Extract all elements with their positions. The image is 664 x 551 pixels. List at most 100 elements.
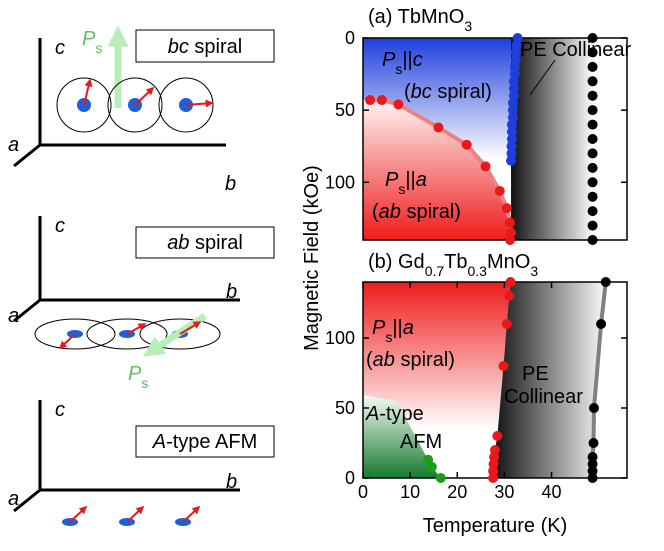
data-point (510, 47, 521, 58)
annotation: A-type (365, 403, 424, 425)
axis-label: b (226, 471, 237, 493)
data-point (587, 61, 598, 72)
data-point (506, 148, 517, 159)
y-axis-label: Magnetic Field (kOe) (301, 165, 323, 351)
spin (58, 333, 76, 350)
data-point (587, 162, 598, 173)
data-point (501, 319, 512, 329)
data-point (589, 403, 599, 413)
data-point (587, 47, 598, 58)
axis (13, 298, 41, 323)
data-point (504, 291, 515, 301)
data-point (488, 473, 499, 483)
y-tick-label: 0 (345, 468, 355, 488)
data-point (506, 141, 517, 152)
label-box (135, 226, 275, 259)
axis-label: a (8, 488, 19, 510)
data-point (587, 90, 598, 101)
plot-frame (362, 37, 628, 241)
spin-circle (107, 77, 163, 133)
phase-region (363, 395, 441, 478)
data-point (587, 452, 598, 462)
y-tick-label: 50 (335, 398, 355, 418)
annotation: Ps||a (372, 317, 414, 345)
spin (83, 78, 93, 106)
spin-ellipse (86, 318, 168, 350)
panel-title: (a) TbMnO3 (368, 6, 472, 34)
axis-label: c (55, 215, 65, 237)
data-point (490, 445, 500, 455)
data-point (587, 459, 598, 469)
spin (126, 505, 145, 523)
data-point (426, 461, 437, 472)
axis-label: c (55, 37, 65, 59)
diagram-afm: c a b A-type AFM (8, 399, 275, 526)
data-point (508, 76, 519, 87)
data-point (587, 148, 598, 159)
axis (13, 488, 41, 513)
spin (134, 86, 155, 106)
phase-region (363, 100, 512, 240)
data-point (461, 139, 472, 150)
data-point (505, 235, 516, 245)
data-point (505, 217, 516, 228)
data-point (376, 95, 387, 106)
data-point (509, 61, 520, 72)
data-point (507, 97, 518, 108)
data-point (587, 206, 598, 217)
data-point (492, 431, 503, 441)
spin-ellipse (34, 318, 116, 350)
data-point (433, 122, 444, 133)
panel-title: (b) Gd0.7Tb0.3MnO3 (368, 251, 538, 279)
y-tick-label: 100 (325, 328, 355, 348)
polarization-label: Ps (82, 28, 102, 56)
diagram-label: bc spiral (168, 36, 242, 58)
data-point (498, 361, 509, 371)
data-point (505, 277, 516, 287)
data-point (506, 134, 517, 144)
axis-label: a (8, 305, 19, 327)
y-tick-label: 100 (325, 172, 355, 192)
axis-label: b (226, 281, 237, 303)
annotation: (bc spiral) (404, 81, 492, 103)
x-tick-label: 20 (447, 482, 467, 502)
phase-region (493, 282, 606, 478)
data-point (587, 220, 598, 231)
diagram-bc: c a b Ps bc spiral (8, 25, 275, 195)
annotation: PE Collinear (520, 39, 632, 61)
data-point (587, 466, 598, 476)
diagram-label: A-type AFM (152, 431, 257, 453)
axis (13, 143, 41, 168)
data-point (587, 119, 598, 130)
data-point (365, 95, 376, 106)
label-box (135, 29, 275, 63)
data-point (596, 319, 607, 329)
marks: 0 50 100 0 50 100 0 10 20 30 40 (325, 28, 628, 502)
spin (126, 323, 147, 335)
spin (179, 321, 202, 335)
data-point (587, 191, 598, 202)
data-point (600, 277, 611, 287)
annotation: (ab spiral) (366, 349, 455, 371)
axis-label: a (8, 134, 19, 156)
x-axis-label: Temperature (K) (423, 515, 568, 537)
data-point (587, 33, 598, 43)
data-point (494, 185, 505, 196)
diagram-label: ab spiral (167, 232, 243, 254)
axis-label: b (225, 173, 236, 195)
spin (69, 505, 88, 523)
data-point (588, 438, 599, 448)
data-point (501, 203, 512, 214)
data-point (480, 161, 491, 172)
x-tick-label: 40 (542, 482, 562, 502)
polarization-label: Ps (128, 363, 148, 391)
data-point (506, 155, 517, 166)
annotation: Ps||a (385, 169, 427, 197)
x-tick-label: 10 (400, 482, 420, 502)
y-tick-label: 50 (335, 100, 355, 120)
data-point (393, 99, 404, 110)
data-point (506, 126, 517, 137)
data-point (506, 119, 517, 130)
spin-circle (56, 77, 112, 133)
